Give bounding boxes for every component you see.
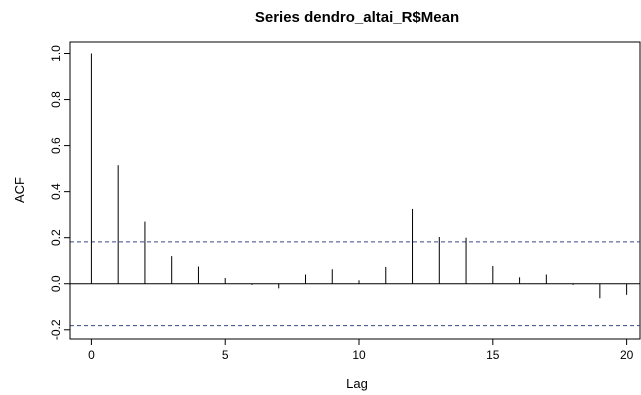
x-tick-label: 5: [222, 348, 229, 362]
y-tick-label: 0.4: [49, 183, 63, 200]
y-tick-label: 0.8: [49, 91, 63, 108]
y-axis-label: ACF: [12, 177, 27, 203]
acf-bars: [90, 53, 628, 299]
y-tick-label: 0.2: [49, 229, 63, 246]
x-axis-label: Lag: [346, 376, 368, 391]
chart-title: Series dendro_altai_R$Mean: [255, 9, 459, 26]
x-tick-label: 10: [352, 348, 366, 362]
y-tick-label: -0.2: [49, 319, 63, 340]
x-axis: 0 5 10 15 20: [88, 338, 634, 362]
plot-frame: [69, 41, 641, 340]
x-tick-label: 15: [486, 348, 500, 362]
y-tick-label: 1.0: [49, 45, 63, 62]
confidence-bounds: [70, 241, 640, 327]
x-tick-label: 0: [88, 348, 95, 362]
y-tick-label: 0.0: [49, 275, 63, 292]
x-tick-label: 20: [620, 348, 634, 362]
y-tick-label: 0.6: [49, 137, 63, 154]
y-axis: -0.2 0.0 0.2 0.4 0.6 0.8 1.0: [49, 45, 71, 340]
